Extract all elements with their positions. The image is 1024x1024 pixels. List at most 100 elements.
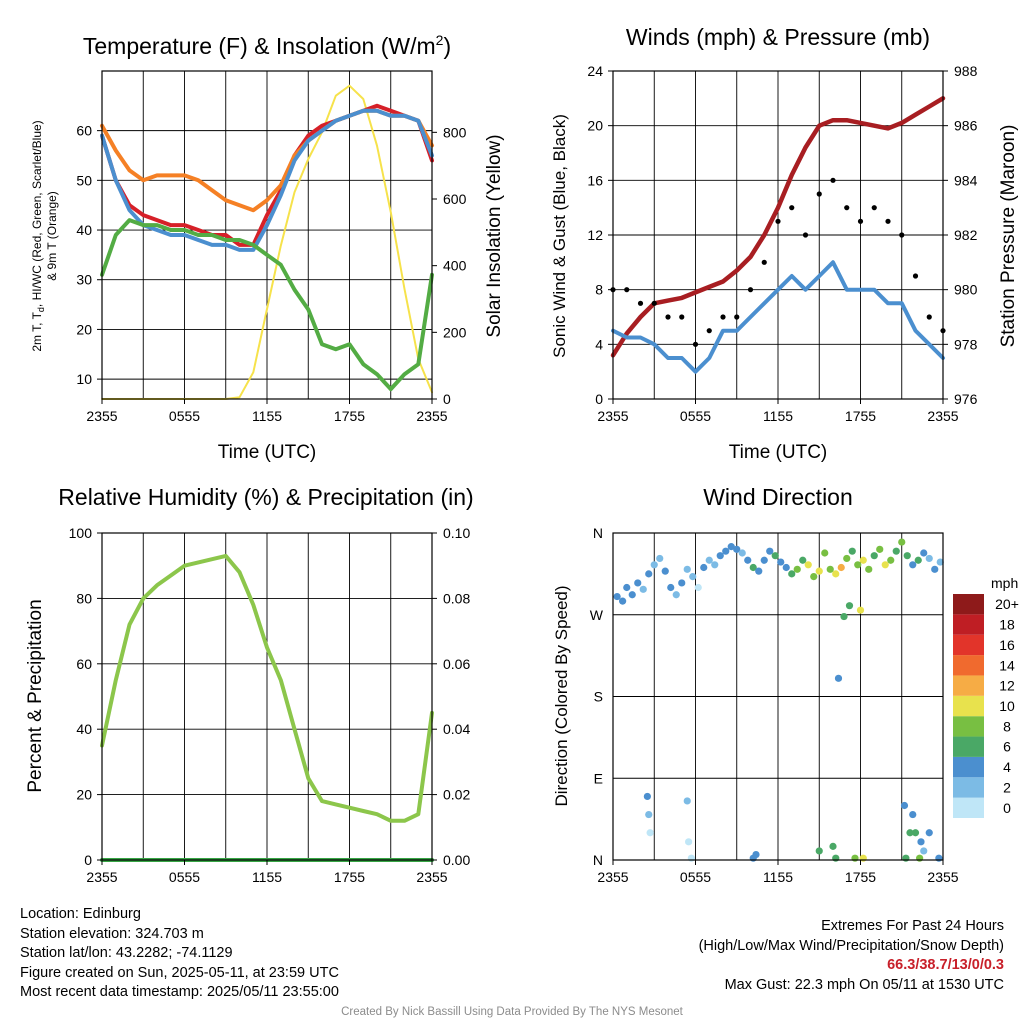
direction-point (661, 567, 669, 575)
x-tick-label: 0555 (169, 408, 200, 424)
colorbar-label: 14 (999, 657, 1015, 673)
x-tick-label: 2355 (597, 869, 628, 885)
direction-point (738, 549, 746, 557)
colorbar-label: 0 (1003, 800, 1011, 816)
direction-point (917, 838, 925, 846)
direction-ylabel: Direction (Colored By Speed) (552, 585, 571, 806)
x-tick-label: 1755 (334, 408, 365, 424)
direction-point (639, 585, 647, 593)
colorbar-label: 8 (1003, 718, 1011, 734)
direction-point (909, 561, 917, 569)
direction-point (683, 565, 691, 573)
y-tick-label: 80 (76, 590, 92, 606)
direction-point (876, 545, 884, 553)
temperature-ylabel: 2m T, Td, HI/WC (Red, Green, Scarlet/Blu… (30, 120, 46, 351)
direction-point (911, 829, 920, 837)
station-pressure-line (610, 96, 946, 358)
direction-point (656, 554, 664, 563)
colorbar-swatch (953, 655, 984, 676)
winds-title: Winds (mph) & Pressure (mb) (626, 24, 930, 50)
y-tick-label: 40 (76, 222, 92, 238)
td-line (100, 218, 434, 392)
y-tick-label: 24 (587, 63, 603, 79)
y-right-tick-label: 986 (954, 118, 978, 134)
y-tick-label: S (594, 689, 603, 705)
relative-humidity-line (100, 553, 434, 823)
direction-point (936, 558, 944, 566)
y-tick-label: N (593, 852, 603, 868)
hi-wc-line (100, 108, 434, 252)
direction-point (766, 547, 774, 555)
x-tick-label: 2355 (597, 408, 628, 424)
x-tick-label: 2355 (416, 869, 447, 885)
direction-point (829, 842, 837, 850)
y-tick-label: E (594, 770, 603, 786)
winds-tick-labels: 2355 0555 1155 1755 235504812162024976978980… (587, 63, 977, 424)
direction-point (815, 567, 823, 575)
y-tick-label: N (593, 525, 603, 541)
2m-t-line (100, 103, 434, 247)
direction-point (906, 829, 914, 837)
colorbar-swatch (953, 695, 984, 717)
y-right-tick-label: 0.06 (443, 656, 470, 672)
temperature-ylabel-line2: & 9m T (Orange) (45, 191, 59, 281)
y-right-tick-label: 0.04 (443, 721, 470, 737)
colorbar-swatch (953, 777, 984, 798)
gust-point (624, 287, 630, 293)
direction-point (711, 561, 719, 569)
gust-point (857, 218, 864, 224)
max-gust: Max Gust: 22.3 mph On 05/11 at 1530 UTC (724, 976, 1004, 993)
direction-point (705, 556, 713, 564)
y-tick-label: 30 (76, 272, 92, 288)
winds-panel: Winds (mph) & Pressure (mb) 2355 0555 1155… (550, 24, 1019, 463)
direction-point (815, 847, 823, 855)
temperature-xlabel: Time (UTC) (218, 442, 317, 463)
x-tick-label: 1755 (334, 869, 365, 885)
gust-point (885, 218, 891, 224)
sonic-wind-line (611, 260, 945, 374)
direction-point (916, 854, 924, 862)
colorbar-swatch (953, 756, 984, 778)
y-right-tick-label: 0.02 (443, 787, 470, 803)
y-tick-label: 60 (76, 123, 92, 139)
gust-point (665, 314, 671, 320)
humidity-title: Relative Humidity (%) & Precipitation (i… (58, 484, 473, 510)
x-tick-label: 0555 (680, 869, 711, 885)
direction-point (859, 556, 867, 564)
extremes-values: 66.3/38.7/13/0/0.3 (887, 957, 1004, 973)
station-location: Location: Edinburg (20, 906, 141, 922)
gust-point (637, 300, 644, 306)
direction-point (903, 552, 911, 560)
station-info: Location: Edinburg Station elevation: 32… (20, 905, 339, 1003)
y-tick-label: 40 (76, 721, 92, 737)
gust-point (761, 259, 767, 265)
colorbar-swatch (953, 716, 984, 737)
colorbar-label: 6 (1003, 739, 1011, 755)
direction-point (832, 570, 840, 578)
direction-point (694, 583, 702, 592)
y-right-tick-label: 0 (443, 391, 451, 407)
y-right-tick-label: 0.10 (443, 525, 470, 541)
direction-point (683, 797, 691, 805)
y-tick-label: 0 (84, 852, 92, 868)
y-tick-label: 50 (76, 172, 92, 188)
direction-point (752, 850, 760, 859)
direction-point (689, 573, 697, 581)
direction-point (619, 597, 627, 605)
direction-point (799, 556, 807, 564)
gust-point (734, 314, 740, 320)
y-right-tick-label: 976 (954, 391, 978, 407)
colorbar-label: 2 (1003, 779, 1011, 795)
x-tick-label: 2355 (86, 408, 117, 424)
y-right-tick-label: 980 (954, 282, 978, 298)
y-tick-label: 12 (587, 227, 603, 243)
direction-point (881, 561, 889, 569)
y-right-tick-label: 0.08 (443, 590, 470, 606)
y-tick-label: 20 (587, 118, 603, 134)
direction-point (832, 854, 840, 862)
y-tick-label: 10 (76, 371, 92, 387)
direction-point (777, 558, 785, 566)
colorbar-swatch (953, 675, 984, 696)
figure-created: Figure created on Sun, 2025-05-11, at 23… (20, 964, 339, 981)
